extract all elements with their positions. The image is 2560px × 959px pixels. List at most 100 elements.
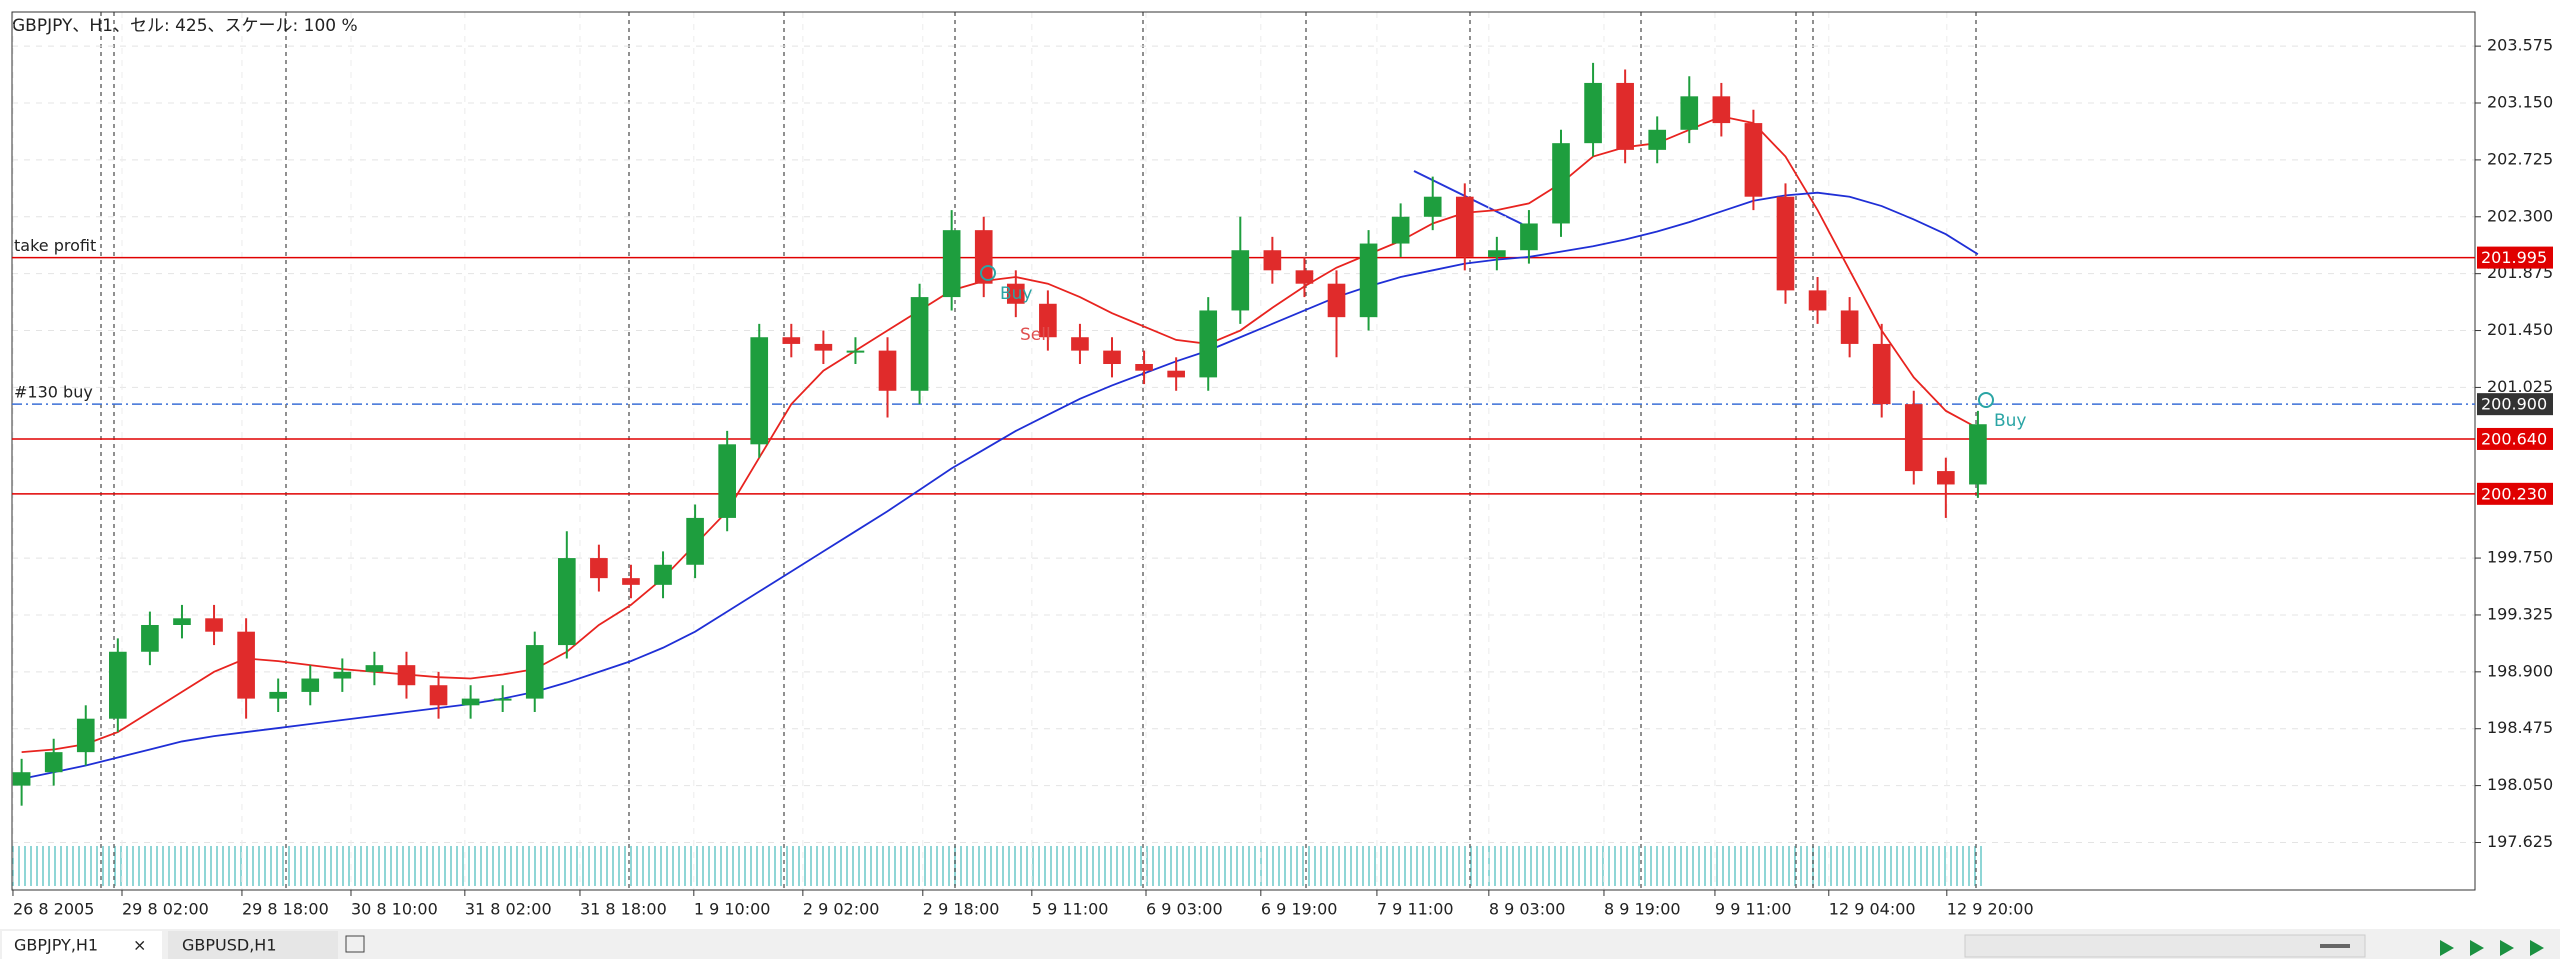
y-tick-label: 198.050: [2487, 775, 2553, 794]
candle-body: [205, 618, 223, 632]
x-tick-label: 9 9 11:00: [1715, 900, 1792, 919]
candle-body: [461, 698, 480, 706]
y-tick-label: 198.475: [2487, 718, 2553, 737]
tab-close[interactable]: ×: [133, 936, 146, 955]
price-box-label: 201.995: [2481, 248, 2547, 267]
candle-body: [1744, 123, 1763, 197]
candle-body: [654, 564, 672, 585]
chart-header: GBPJPY、H1、セル: 425、スケール: 100 %: [12, 16, 358, 36]
candle-body: [1712, 96, 1731, 124]
scroll-thumb[interactable]: [2320, 944, 2350, 948]
candle-body: [1904, 404, 1923, 472]
candle-body: [846, 350, 865, 353]
candle-body: [109, 651, 127, 719]
level-label: #130 buy: [14, 383, 93, 402]
trade-annotation: Buy: [1000, 284, 1033, 304]
candle-body: [44, 752, 63, 773]
y-tick-label: 197.625: [2487, 832, 2553, 851]
candle-body: [1071, 337, 1089, 351]
candle-body: [590, 558, 608, 579]
x-tick-label: 31 8 18:00: [580, 900, 667, 919]
candle-body: [622, 578, 640, 585]
candle-body: [1937, 471, 1955, 485]
y-tick-label: 203.150: [2487, 93, 2553, 112]
y-tick-label: 201.025: [2487, 377, 2553, 396]
trade-marker: [1978, 392, 1994, 408]
candle-body: [269, 691, 288, 699]
x-tick-label: 5 9 11:00: [1032, 900, 1109, 919]
candle-body: [397, 665, 416, 686]
y-tick-label: 202.725: [2487, 149, 2553, 168]
candle-body: [12, 772, 31, 786]
candle-body: [1103, 350, 1121, 365]
candle-body: [1455, 196, 1474, 257]
candle-body: [237, 631, 255, 699]
candle-body: [1263, 250, 1282, 271]
x-tick-label: 6 9 03:00: [1146, 900, 1223, 919]
tab-label[interactable]: GBPJPY,H1: [14, 936, 98, 955]
candle-body: [974, 230, 993, 284]
candle-body: [1520, 223, 1538, 251]
x-tick-label: 26 8 2005: [13, 900, 94, 919]
candle-body: [1969, 424, 1987, 485]
y-tick-label: 198.900: [2487, 661, 2553, 680]
candle-body: [1199, 310, 1218, 378]
candle-body: [557, 558, 576, 646]
candle-body: [1391, 216, 1410, 244]
x-tick-label: 2 9 18:00: [923, 900, 1000, 919]
price-box-label: 200.900: [2481, 395, 2547, 414]
tab-active[interactable]: [2, 931, 162, 959]
trade-annotation: Buy: [1994, 411, 2027, 431]
candle-body: [301, 678, 320, 692]
x-tick-label: 2 9 02:00: [803, 900, 880, 919]
y-tick-label: 199.750: [2487, 548, 2553, 567]
candle-body: [1295, 270, 1314, 284]
scrollbar[interactable]: [1964, 934, 2366, 958]
candle-body: [942, 230, 961, 298]
candle-body: [1327, 283, 1346, 318]
price-box-label: 200.230: [2481, 484, 2547, 503]
candle-body: [686, 517, 704, 565]
candle-body: [1039, 303, 1057, 338]
tab-label[interactable]: GBPUSD,H1: [182, 936, 277, 955]
level-label: take profit: [14, 236, 96, 255]
candle-body: [1584, 82, 1602, 144]
x-tick-label: 8 9 03:00: [1489, 900, 1566, 919]
candle-body: [910, 297, 929, 391]
x-tick-label: 6 9 19:00: [1261, 900, 1338, 919]
x-tick-label: 29 8 02:00: [122, 900, 209, 919]
candle-body: [1167, 370, 1185, 378]
tab[interactable]: [168, 931, 338, 959]
candle-body: [333, 671, 352, 679]
candle-body: [173, 618, 191, 625]
price-box: [2477, 393, 2553, 416]
x-tick-label: 29 8 18:00: [242, 900, 329, 919]
volume-strip: [12, 846, 1985, 886]
candle-body: [1776, 196, 1795, 291]
x-tick-label: 31 8 02:00: [465, 900, 552, 919]
new-tab-icon[interactable]: [345, 935, 365, 953]
x-tick-label: 30 8 10:00: [351, 900, 438, 919]
price-box: [2477, 482, 2553, 505]
candle-body: [76, 718, 95, 753]
candle-body: [365, 665, 384, 672]
candle-body: [1231, 250, 1250, 311]
x-tick-label: 12 9 04:00: [1829, 900, 1916, 919]
price-box-label: 200.640: [2481, 429, 2547, 448]
y-tick-label: 203.575: [2487, 36, 2553, 55]
y-tick-label: 202.300: [2487, 206, 2553, 225]
candle-body: [1135, 364, 1153, 371]
candle-body: [782, 337, 801, 344]
period-separators: [100, 12, 1977, 890]
trade-annotation: Sell: [1020, 325, 1051, 345]
candle-body: [525, 645, 544, 699]
candle-body: [1552, 143, 1570, 224]
candle-body: [1680, 96, 1699, 130]
x-tick-label: 12 9 20:00: [1947, 900, 2034, 919]
candle-body: [878, 350, 897, 391]
candle-body: [1488, 250, 1506, 257]
candle-body: [1616, 82, 1634, 150]
candle-body: [1808, 290, 1827, 311]
